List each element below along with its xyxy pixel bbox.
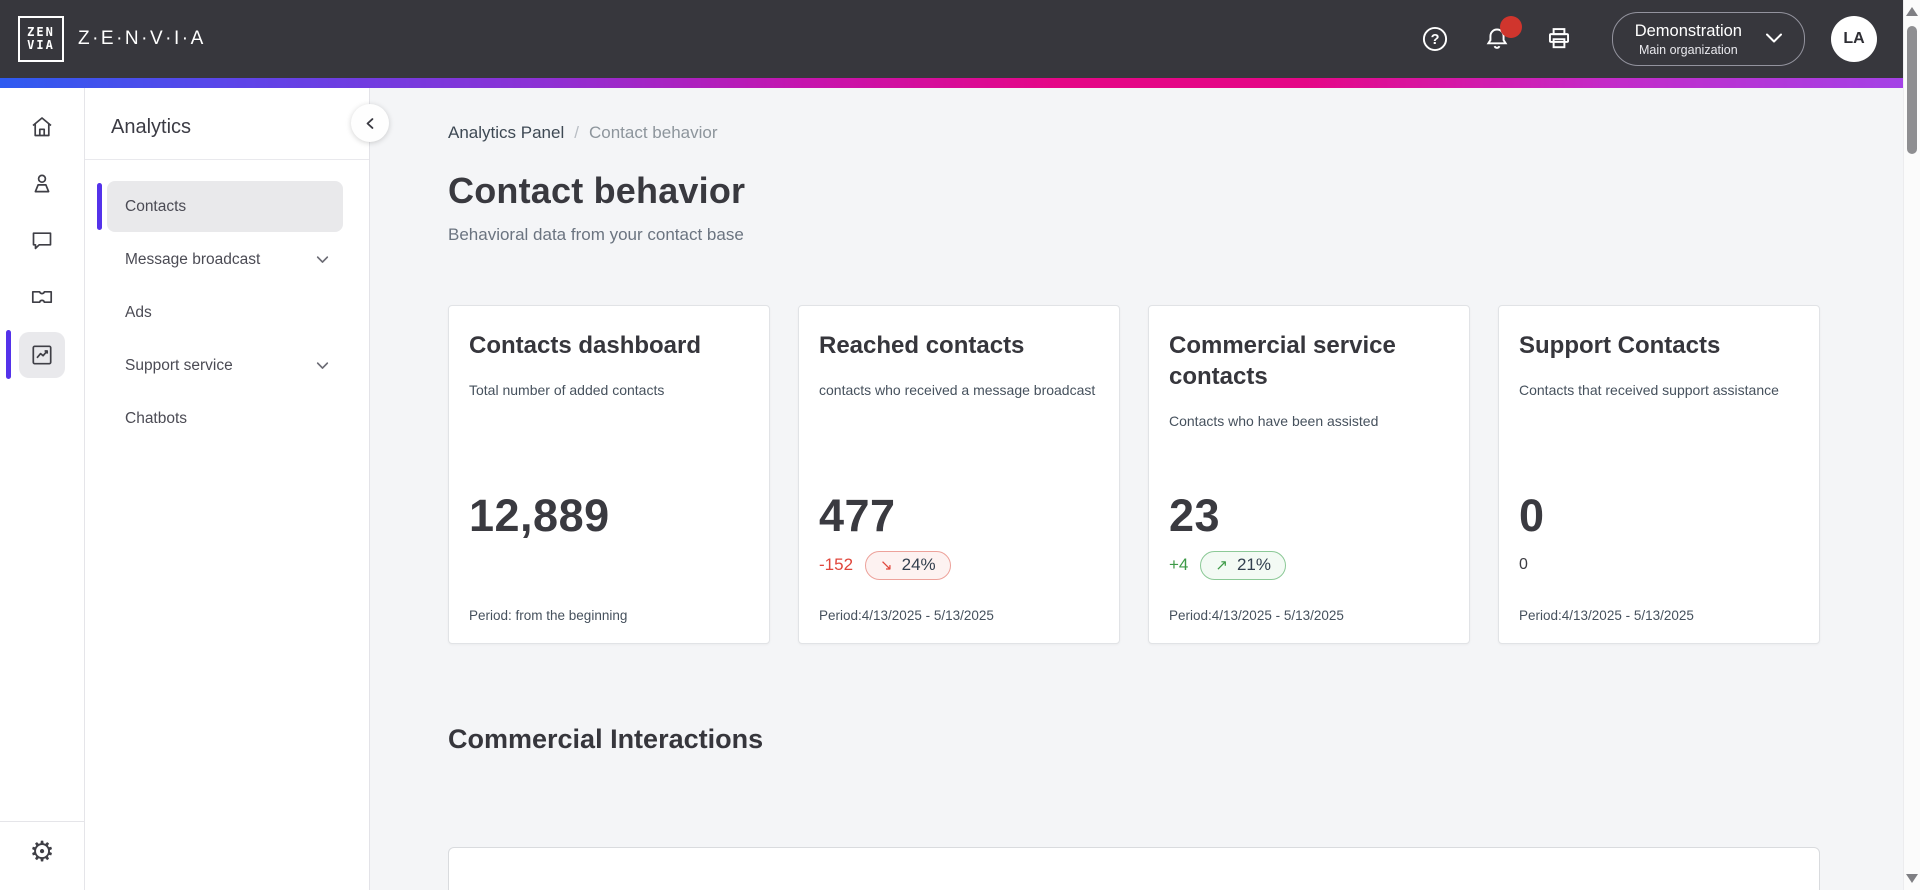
sidebar-divider: [85, 159, 369, 160]
kpi-cards-row: Contacts dashboard Total number of added…: [448, 305, 1920, 644]
sidebar-item-label: Support service: [125, 356, 233, 374]
home-icon: [32, 116, 52, 136]
organization-name: Demonstration: [1634, 22, 1742, 41]
scrollbar-up-arrow-icon[interactable]: [1906, 7, 1918, 16]
card-description: Total number of added contacts: [469, 382, 665, 399]
card-contacts-dashboard: Contacts dashboard Total number of added…: [448, 305, 770, 644]
section-title-commercial-interactions: Commercial Interactions: [448, 724, 764, 754]
brand-gradient-bar: [0, 78, 1920, 88]
card-description: Contacts who have been assisted: [1169, 413, 1379, 430]
sidebar-item-chat[interactable]: [0, 212, 85, 269]
user-avatar[interactable]: LA: [1831, 15, 1877, 62]
card-reached-contacts: Reached contacts contacts who received a…: [798, 305, 1120, 644]
organization-texts: Demonstration Main organization: [1635, 20, 1742, 56]
card-value: 12,889: [469, 490, 610, 541]
logo-mark-top: ZEN: [27, 25, 55, 40]
sidebar-item-support-service[interactable]: Support service: [85, 339, 369, 392]
contacts-icon: [34, 174, 50, 192]
analytics-icon: [32, 344, 52, 365]
card-description: contacts who received a message broadcas…: [819, 382, 1096, 399]
chevron-down-icon: [316, 256, 329, 263]
trend-badge: ↘ 24%: [865, 550, 951, 580]
printer-icon[interactable]: [1544, 24, 1574, 54]
sidebar-item-chatbots[interactable]: Chatbots: [85, 392, 369, 445]
chevron-down-icon: [316, 362, 329, 369]
scrollbar-thumb[interactable]: [1907, 26, 1917, 154]
trend-down-icon: ↘: [880, 556, 893, 574]
delta-value: +4: [1169, 555, 1189, 574]
card-period: Period:4/13/2025 - 5/13/2025: [819, 608, 994, 623]
chevron-down-icon: [1766, 33, 1782, 43]
card-delta-row: 0: [1519, 546, 1799, 584]
breadcrumb-current: Contact behavior: [588, 123, 718, 142]
card-value: 23: [1169, 490, 1221, 541]
sidebar-item-message-broadcast[interactable]: Message broadcast: [85, 233, 369, 286]
sidebar-item-analytics[interactable]: [0, 326, 85, 383]
trend-up-icon: ↗: [1215, 556, 1228, 574]
sidebar-item-label: Message broadcast: [125, 250, 261, 268]
card-delta-row: +4 ↗ 21%: [1169, 546, 1449, 584]
ticket-icon: [31, 290, 53, 303]
trend-percent: 21%: [1236, 554, 1271, 574]
card-period: Period: from the beginning: [469, 608, 628, 623]
page-scrollbar[interactable]: [1903, 0, 1920, 890]
zenvia-logo[interactable]: ZEN VIA Z·E·N·V·I·A: [18, 16, 206, 62]
notifications-bell-icon[interactable]: [1482, 15, 1522, 54]
sidebar-title: Analytics: [111, 116, 192, 138]
card-title: Commercial service contacts: [1169, 332, 1396, 391]
topbar-actions: ? Demonstration Mai: [1388, 12, 1877, 66]
sidebar-collapse-button[interactable]: [351, 104, 389, 142]
notification-badge-dot: [1499, 15, 1522, 38]
brand-name: Z·E·N·V·I·A: [78, 28, 206, 49]
sidebar-item-home[interactable]: [0, 98, 85, 155]
sidebar-item-contacts-analytics[interactable]: Contacts: [85, 180, 369, 233]
sidebar-menu: Contacts Message broadcast Ads Support s…: [85, 160, 369, 445]
zenvia-logo-mark-icon: ZEN VIA: [18, 16, 64, 62]
rail-bottom-section: ⚙: [0, 821, 85, 890]
chat-icon: [32, 231, 52, 249]
logo-mark-bottom: VIA: [27, 38, 55, 52]
sidebar-item-tickets[interactable]: [0, 269, 85, 326]
trend-badge: ↗ 21%: [1200, 550, 1286, 580]
sidebar-item-label: Ads: [125, 303, 152, 321]
breadcrumb-separator: /: [574, 123, 579, 142]
card-period: Period:4/13/2025 - 5/13/2025: [1519, 608, 1694, 623]
card-support-contacts: Support Contacts Contacts that received …: [1498, 305, 1820, 644]
sidebar-item-contacts[interactable]: [0, 155, 85, 212]
card-delta-row: -152 ↘ 24%: [819, 546, 1099, 584]
card-value: 0: [1519, 490, 1545, 541]
nav-rail: ⚙: [0, 88, 85, 890]
sidebar-item-label: Chatbots: [125, 409, 188, 427]
settings-gear-icon[interactable]: ⚙: [29, 836, 55, 867]
organization-selector[interactable]: Demonstration Main organization: [1611, 12, 1805, 66]
card-value: 477: [819, 490, 896, 541]
main-content: Analytics Panel / Contact behavior Conta…: [370, 88, 1920, 890]
breadcrumb: Analytics Panel / Contact behavior: [448, 123, 1920, 143]
topbar: ZEN VIA Z·E·N·V·I·A ?: [0, 0, 1920, 78]
trend-percent: 24%: [901, 554, 936, 574]
app-body: ⚙ Analytics Contacts Message broadcast A…: [0, 88, 1920, 890]
card-title: Support Contacts: [1519, 332, 1721, 359]
organization-subtitle: Main organization: [1639, 42, 1738, 57]
help-icon[interactable]: ?: [1420, 24, 1450, 54]
svg-text:?: ?: [1430, 32, 1439, 48]
card-delta-row: [469, 546, 749, 584]
card-title: Reached contacts: [819, 332, 1025, 359]
sidebar-item-label: Contacts: [125, 197, 187, 215]
sidebar-item-ads[interactable]: Ads: [85, 286, 369, 339]
commercial-interactions-card-partial: [448, 847, 1820, 890]
card-title: Contacts dashboard: [469, 332, 702, 359]
page-title: Contact behavior: [448, 170, 746, 211]
chevron-left-icon: [366, 117, 373, 129]
card-commercial-service-contacts: Commercial service contacts Contacts who…: [1148, 305, 1470, 644]
analytics-sidebar: Analytics Contacts Message broadcast Ads…: [85, 88, 370, 890]
breadcrumb-parent-link[interactable]: Analytics Panel: [448, 123, 565, 142]
page-subtitle: Behavioral data from your contact base: [448, 225, 744, 244]
delta-value: -152: [819, 555, 854, 574]
scrollbar-down-arrow-icon[interactable]: [1906, 874, 1918, 883]
card-description: Contacts that received support assistanc…: [1519, 382, 1779, 399]
delta-value: 0: [1519, 556, 1528, 573]
card-period: Period:4/13/2025 - 5/13/2025: [1169, 608, 1344, 623]
